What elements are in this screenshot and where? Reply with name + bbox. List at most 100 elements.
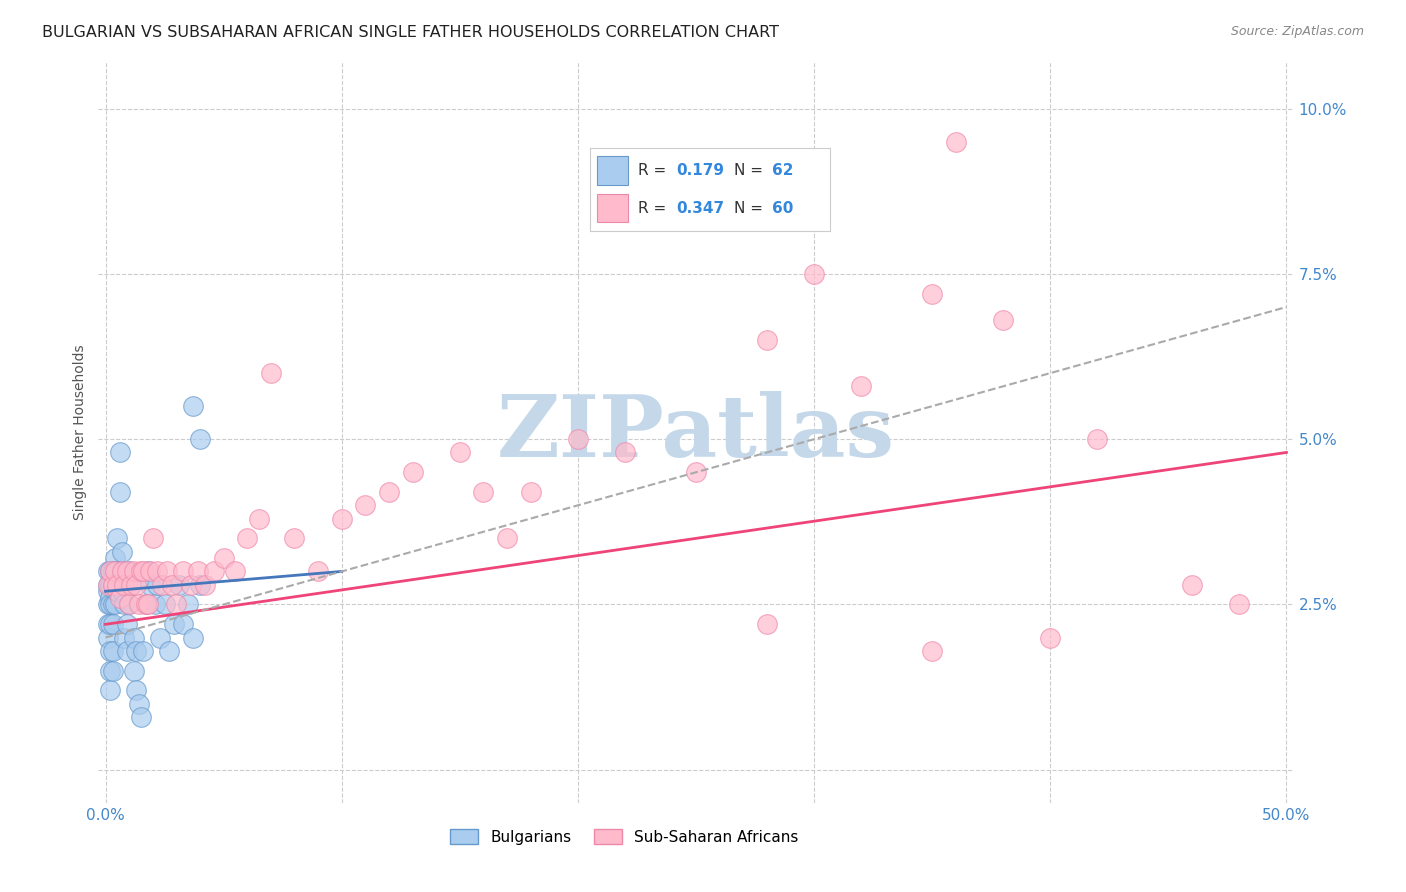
Point xyxy=(496,532,519,546)
Legend: Bulgarians, Sub-Saharan Africans: Bulgarians, Sub-Saharan Africans xyxy=(444,822,804,851)
Point xyxy=(378,485,401,500)
Point xyxy=(101,644,124,658)
Point xyxy=(128,697,150,711)
Point xyxy=(97,617,120,632)
Point xyxy=(921,286,943,301)
Point xyxy=(97,631,120,645)
Point xyxy=(921,644,943,658)
Point xyxy=(153,598,176,612)
Point xyxy=(150,577,173,591)
Point xyxy=(1087,432,1109,446)
Point xyxy=(111,565,134,579)
Point xyxy=(472,485,495,500)
Point xyxy=(104,565,127,579)
Point xyxy=(101,577,124,591)
Point xyxy=(135,598,157,612)
Point xyxy=(165,598,187,612)
Point xyxy=(104,598,127,612)
Point xyxy=(101,577,124,591)
Point xyxy=(755,617,778,632)
Point xyxy=(132,565,155,579)
Point xyxy=(180,577,202,591)
Point xyxy=(283,532,305,546)
Point xyxy=(519,485,541,500)
Point xyxy=(685,465,707,479)
Point xyxy=(111,584,134,599)
Point xyxy=(236,532,259,546)
Y-axis label: Single Father Households: Single Father Households xyxy=(73,345,87,520)
Point xyxy=(129,565,152,579)
Point xyxy=(401,465,423,479)
Point xyxy=(188,577,211,591)
Point xyxy=(105,584,128,599)
Point xyxy=(112,577,135,591)
Point xyxy=(181,399,204,413)
Point xyxy=(194,577,217,591)
Point xyxy=(991,313,1014,327)
Point xyxy=(104,565,127,579)
Text: R =: R = xyxy=(638,163,671,178)
Point xyxy=(146,565,169,579)
Point xyxy=(101,598,124,612)
Point xyxy=(101,664,124,678)
Point xyxy=(108,445,131,459)
Point xyxy=(98,565,121,579)
Point xyxy=(139,577,162,591)
Point xyxy=(136,565,159,579)
Point xyxy=(187,565,209,579)
Point xyxy=(101,617,124,632)
Point xyxy=(121,577,143,591)
Point xyxy=(98,644,121,658)
Point xyxy=(101,565,124,579)
Point xyxy=(98,565,121,579)
Point xyxy=(98,577,121,591)
Text: 60: 60 xyxy=(772,201,793,216)
Point xyxy=(755,333,778,347)
Point xyxy=(121,577,143,591)
Point xyxy=(135,598,157,612)
FancyBboxPatch shape xyxy=(598,156,628,185)
Point xyxy=(149,631,172,645)
Point xyxy=(146,577,169,591)
Point xyxy=(614,445,637,459)
Text: BULGARIAN VS SUBSAHARAN AFRICAN SINGLE FATHER HOUSEHOLDS CORRELATION CHART: BULGARIAN VS SUBSAHARAN AFRICAN SINGLE F… xyxy=(42,25,779,40)
Point xyxy=(1181,577,1204,591)
Point xyxy=(122,664,145,678)
Point xyxy=(105,532,128,546)
Point xyxy=(212,551,235,566)
Point xyxy=(108,591,131,605)
Point xyxy=(307,565,329,579)
Point xyxy=(354,499,377,513)
Text: R =: R = xyxy=(638,201,671,216)
Text: N =: N = xyxy=(734,201,768,216)
Point xyxy=(567,432,589,446)
Point xyxy=(118,565,141,579)
Point xyxy=(202,565,225,579)
Point xyxy=(139,565,162,579)
Point xyxy=(115,565,138,579)
Point xyxy=(97,577,120,591)
Point xyxy=(181,631,204,645)
Point xyxy=(142,532,165,546)
Point xyxy=(945,135,967,149)
Point xyxy=(122,631,145,645)
Point xyxy=(128,598,150,612)
Point xyxy=(224,565,246,579)
Point xyxy=(172,565,194,579)
Point xyxy=(136,598,159,612)
Point xyxy=(105,577,128,591)
Point xyxy=(98,598,121,612)
Text: ZIPatlas: ZIPatlas xyxy=(496,391,896,475)
Point xyxy=(1227,598,1250,612)
Point xyxy=(108,485,131,500)
Point xyxy=(167,577,190,591)
Point xyxy=(449,445,471,459)
Point xyxy=(98,617,121,632)
Point xyxy=(122,565,145,579)
Point xyxy=(118,598,141,612)
Point xyxy=(177,598,200,612)
Point xyxy=(125,683,148,698)
Point xyxy=(851,379,873,393)
Point xyxy=(104,551,127,566)
Point xyxy=(1039,631,1062,645)
